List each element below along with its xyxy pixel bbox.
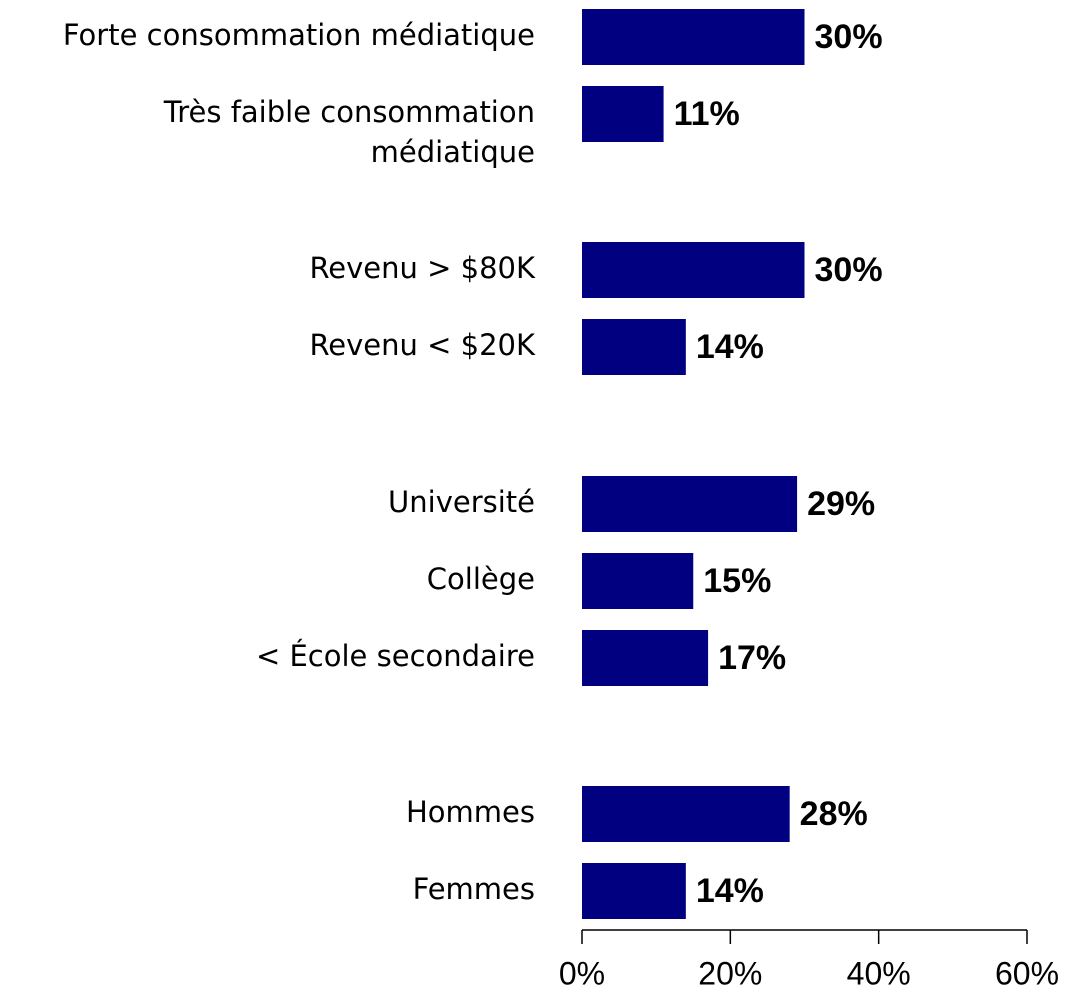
category-label: Collège bbox=[426, 562, 535, 596]
value-label: 14% bbox=[696, 872, 764, 910]
x-tick-label: 40% bbox=[847, 955, 911, 991]
value-label: 29% bbox=[807, 485, 875, 523]
bar bbox=[582, 86, 664, 142]
value-label: 28% bbox=[800, 795, 868, 833]
value-label: 11% bbox=[674, 95, 740, 133]
category-label: Forte consommation médiatique bbox=[62, 18, 535, 52]
bar bbox=[582, 319, 686, 375]
x-tick-label: 0% bbox=[559, 955, 605, 991]
value-label: 14% bbox=[696, 328, 764, 366]
value-label: 30% bbox=[815, 18, 883, 56]
category-label: Revenu > $80K bbox=[309, 251, 535, 285]
category-label: Hommes bbox=[406, 795, 535, 829]
category-label: Femmes bbox=[412, 872, 535, 906]
bar bbox=[582, 476, 798, 532]
category-label: Revenu < $20K bbox=[309, 328, 535, 362]
bar bbox=[582, 630, 709, 686]
value-label: 30% bbox=[815, 251, 883, 289]
bar bbox=[582, 9, 805, 65]
value-label: 17% bbox=[718, 639, 786, 677]
category-label: < École secondaire bbox=[255, 639, 535, 673]
x-tick-label: 20% bbox=[698, 955, 762, 991]
value-label: 15% bbox=[703, 562, 771, 600]
x-tick-label: 60% bbox=[995, 955, 1059, 991]
bar bbox=[582, 553, 694, 609]
bar bbox=[582, 863, 686, 919]
category-label: Très faible consommation médiatique bbox=[163, 95, 535, 169]
category-label: Université bbox=[388, 485, 535, 519]
bar bbox=[582, 242, 805, 298]
bar bbox=[582, 786, 790, 842]
